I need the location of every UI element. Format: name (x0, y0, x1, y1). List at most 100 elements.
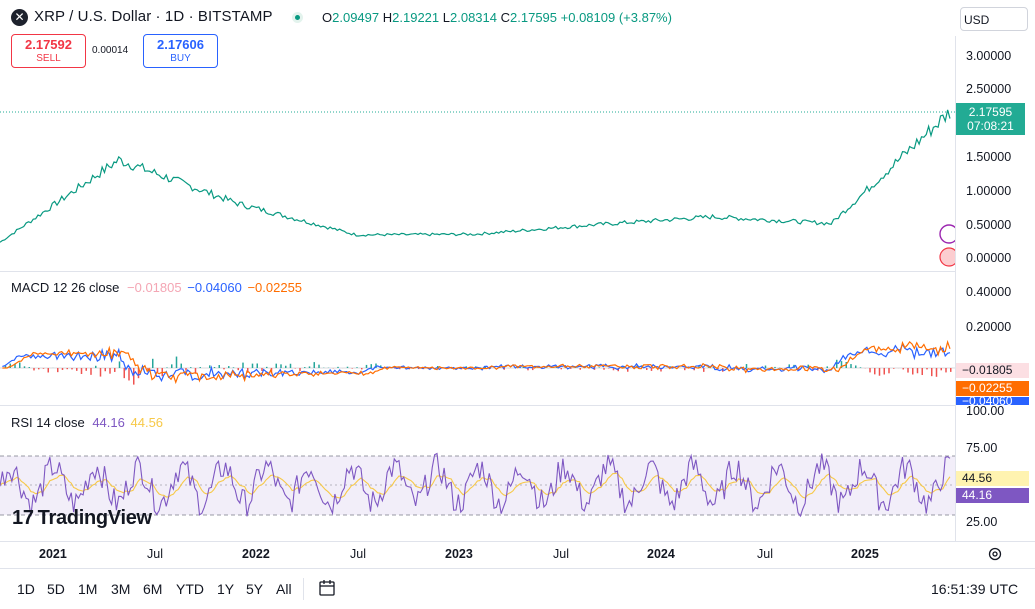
macd-histogram-bar (950, 368, 952, 372)
macd-histogram-bar (19, 362, 21, 368)
date-range-calendar-icon[interactable] (317, 578, 337, 598)
tradingview-mark-icon: 17 (12, 507, 34, 529)
macd-histogram-bar (252, 364, 254, 368)
macd-signal-tag: −0.02255 (956, 381, 1029, 396)
range-5y[interactable]: 5Y (246, 581, 263, 597)
macd-histogram-bar (836, 360, 838, 368)
macd-histogram-bar (261, 368, 263, 371)
price-tick: 1.00000 (966, 184, 1011, 198)
macd-legend[interactable]: MACD 12 26 close −0.01805 −0.04060 −0.02… (11, 280, 302, 295)
macd-histogram-bar (926, 368, 928, 369)
price-tick: 0.50000 (966, 218, 1011, 232)
macd-histogram-bar (71, 368, 73, 369)
macd-histogram-bar (276, 364, 278, 368)
price-series (0, 110, 950, 242)
macd-histogram-bar (860, 367, 862, 368)
ohlc-high: 2.19221 (392, 10, 439, 25)
range-1d[interactable]: 1D (17, 581, 35, 597)
signal-line (2, 342, 950, 382)
macd-histogram-bar (285, 366, 287, 368)
rsi-ma-value: 44.56 (131, 415, 164, 430)
macd-histogram-bar (936, 368, 938, 377)
event-flash-icon (940, 225, 955, 243)
macd-histogram-bar (242, 363, 244, 368)
clock-timezone[interactable]: 16:51:39 UTC (931, 581, 1018, 597)
macd-histogram-bar (299, 368, 301, 371)
settings-gear-icon[interactable] (987, 546, 1003, 562)
macd-histogram-bar (888, 368, 890, 373)
macd-histogram-bar (765, 366, 767, 368)
macd-histogram-bar (931, 368, 933, 376)
rsi-title: RSI 14 close (11, 415, 85, 430)
macd-histogram-bar (33, 368, 35, 370)
macd-line-value: −0.04060 (187, 280, 242, 295)
macd-histogram-bar (181, 364, 183, 368)
ohlc-low-key: L (443, 10, 450, 25)
macd-hist-tag: −0.01805 (956, 363, 1029, 378)
rsi-tick: 100.00 (966, 404, 1004, 418)
macd-histogram-bar (366, 365, 368, 368)
macd-histogram-bar (76, 368, 78, 371)
macd-histogram-bar (309, 366, 311, 368)
macd-histogram-bar (371, 364, 373, 368)
macd-histogram-bar (152, 359, 154, 368)
time-tick: 2025 (851, 547, 879, 561)
macd-histogram-bar (356, 367, 358, 368)
pane-separator[interactable] (0, 271, 955, 272)
macd-histogram-bar (43, 368, 45, 369)
time-tick: 2023 (445, 547, 473, 561)
macd-histogram-bar (646, 368, 648, 370)
currency-select[interactable]: USD (960, 7, 1028, 31)
time-tick: Jul (757, 547, 773, 561)
macd-histogram-bar (893, 368, 895, 369)
macd-line (2, 344, 950, 381)
macd-histogram-bar (124, 368, 126, 378)
macd-histogram-bar (223, 368, 225, 369)
time-tick: 2021 (39, 547, 67, 561)
macd-histogram-bar (304, 367, 306, 368)
macd-histogram-bar (157, 368, 159, 372)
macd-hist-value: −0.01805 (127, 280, 182, 295)
macd-histogram-bar (827, 366, 829, 368)
macd-histogram-bar (190, 367, 192, 368)
macd-histogram-bar (166, 367, 168, 368)
ohlc-change: +0.08109 (+3.87%) (561, 10, 672, 25)
macd-histogram-bar (314, 362, 316, 368)
pane-separator[interactable] (0, 405, 955, 406)
macd-histogram-bar (48, 368, 50, 372)
macd-histogram-bar (119, 361, 121, 368)
time-axis-separator (0, 541, 1035, 542)
macd-histogram-bar (746, 364, 748, 368)
range-ytd[interactable]: YTD (176, 581, 204, 597)
time-tick: 2024 (647, 547, 675, 561)
macd-histogram-bar (318, 365, 320, 368)
macd-signal-value: −0.02255 (247, 280, 302, 295)
rsi-legend[interactable]: RSI 14 close 44.16 44.56 (11, 415, 163, 430)
macd-histogram-bar (879, 368, 881, 376)
macd-histogram-bar (903, 368, 905, 369)
macd-histogram-bar (580, 368, 582, 370)
range-1y[interactable]: 1Y (217, 581, 234, 597)
rsi-value: 44.16 (92, 415, 125, 430)
xrp-logo-icon: ✕ (11, 9, 28, 26)
range-6m[interactable]: 6M (143, 581, 162, 597)
range-3m[interactable]: 3M (111, 581, 130, 597)
macd-histogram-bar (874, 368, 876, 374)
macd-histogram-bar (651, 368, 653, 371)
range-1m[interactable]: 1M (78, 581, 97, 597)
macd-histogram-bar (185, 368, 187, 371)
ohlc-low: 2.08314 (450, 10, 497, 25)
price-tick: 1.50000 (966, 150, 1011, 164)
macd-histogram-bar (855, 365, 857, 368)
ohlc-values: O2.09497 H2.19221 L2.08314 C2.17595 +0.0… (322, 10, 672, 25)
macd-histogram-bar (347, 367, 349, 368)
macd-histogram-bar (100, 368, 102, 377)
symbol-title[interactable]: XRP / U.S. Dollar · 1D · BITSTAMP (34, 8, 273, 25)
range-all[interactable]: All (276, 581, 292, 597)
time-tick: 2022 (242, 547, 270, 561)
macd-histogram-bar (62, 368, 64, 370)
range-5d[interactable]: 5D (47, 581, 65, 597)
time-tick: Jul (147, 547, 163, 561)
time-tick: Jul (553, 547, 569, 561)
